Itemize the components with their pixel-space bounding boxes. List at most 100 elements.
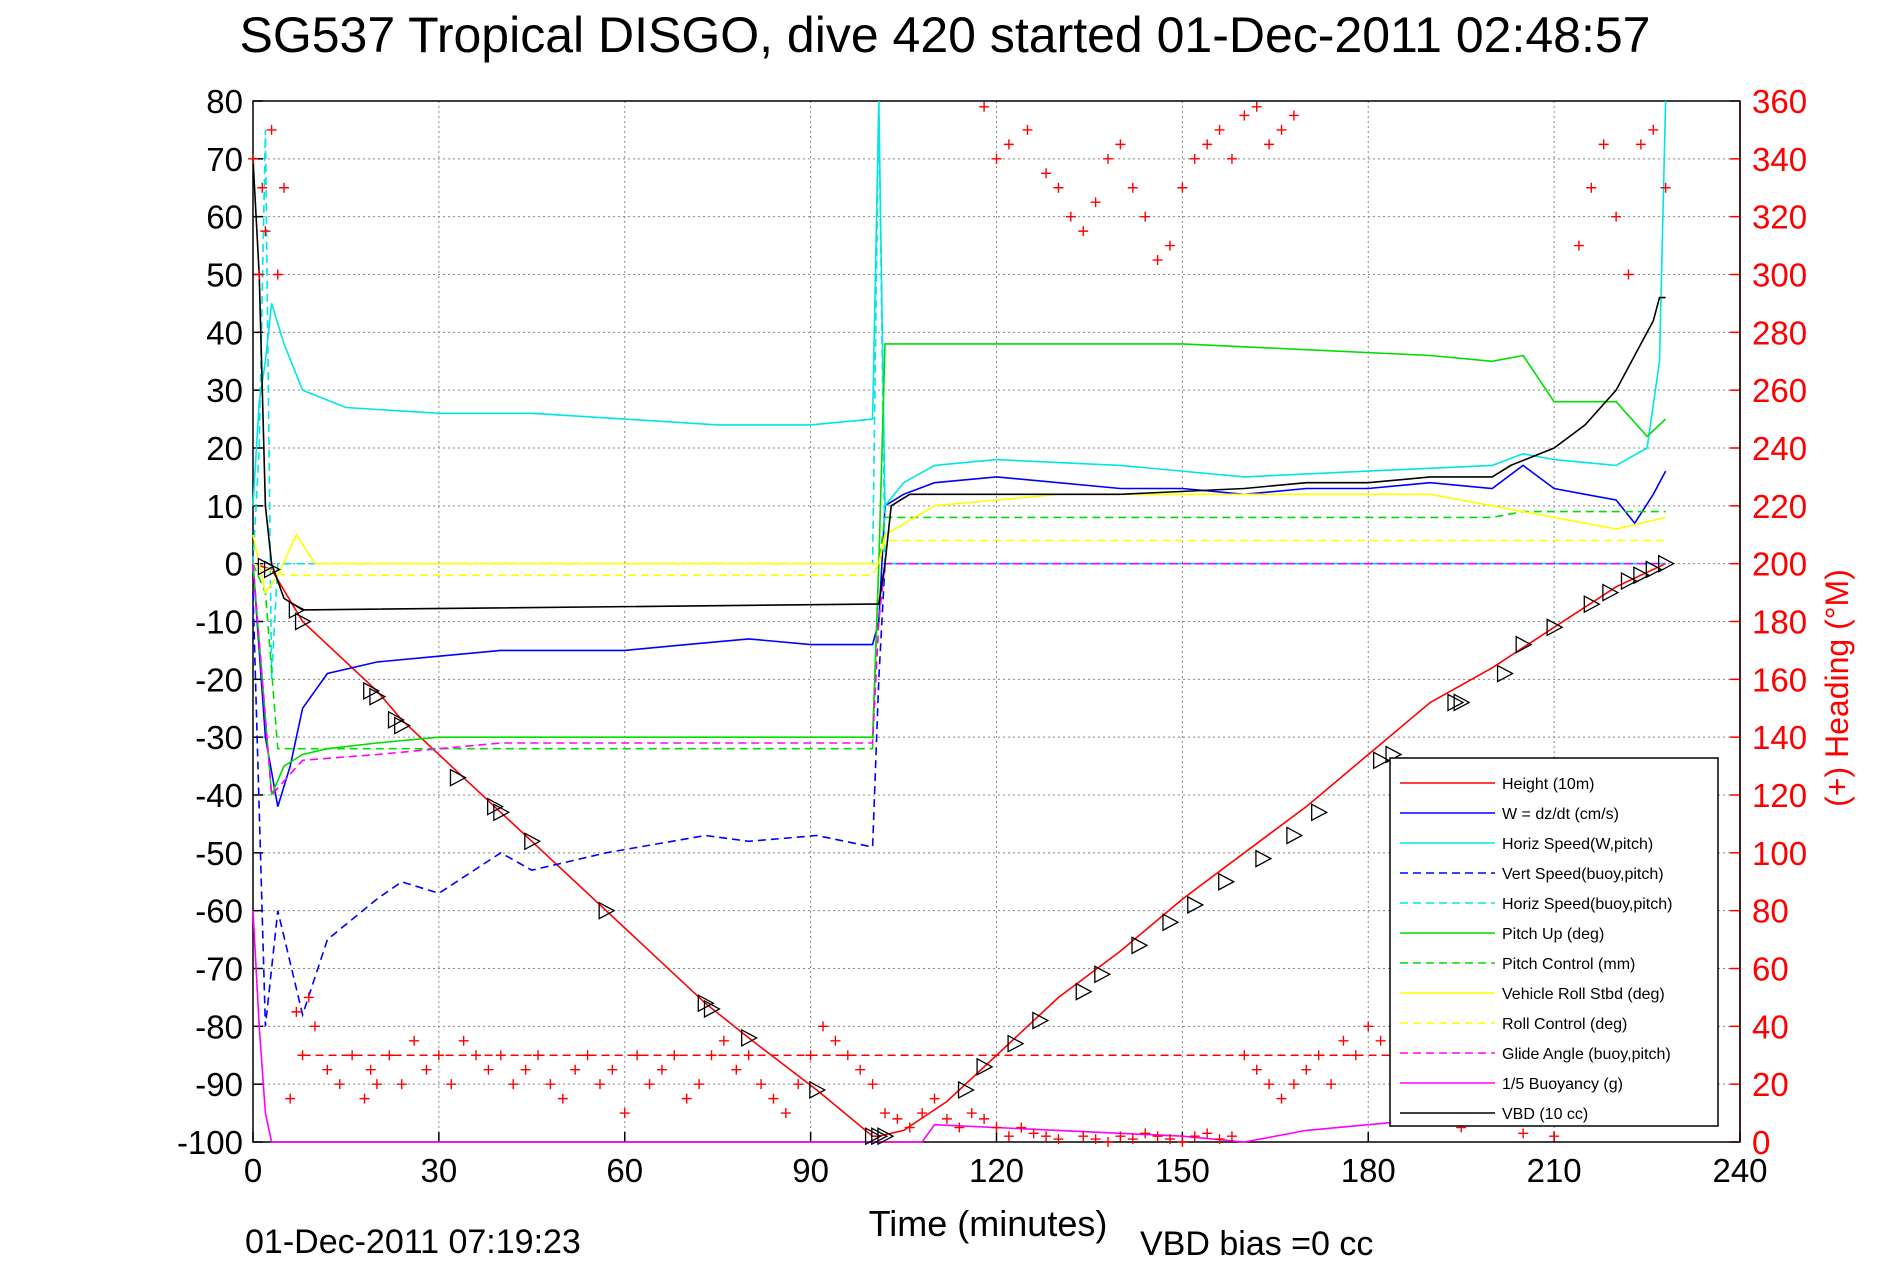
heading-point — [347, 1050, 358, 1061]
right-tick-label: 280 — [1752, 314, 1807, 351]
heading-point — [1598, 139, 1609, 150]
legend-label: W = dz/dt (cm/s) — [1502, 806, 1619, 823]
right-tick-label: 300 — [1752, 257, 1807, 294]
right-tick-label: 120 — [1752, 777, 1807, 814]
depth-marker — [1187, 895, 1205, 914]
heading-point — [879, 1108, 890, 1119]
heading-point — [644, 1079, 655, 1090]
depth-marker — [809, 1080, 827, 1100]
heading-point — [1586, 182, 1597, 193]
depth-marker — [387, 710, 405, 729]
heading-point — [731, 1064, 742, 1075]
heading-point — [1363, 1021, 1374, 1032]
right-tick-label: 260 — [1752, 372, 1807, 409]
series-layer — [252, 100, 1667, 1143]
heading-point — [904, 1122, 915, 1133]
depth-marker — [741, 1028, 759, 1047]
heading-point — [1140, 1128, 1151, 1139]
heading-point — [818, 1021, 829, 1032]
depth-marker — [1162, 913, 1180, 932]
heading-point — [1338, 1035, 1349, 1046]
legend-label: Glide Angle (buoy,pitch) — [1502, 1046, 1671, 1063]
depth-marker — [486, 797, 505, 816]
depth-marker — [877, 1127, 895, 1146]
heading-point — [743, 1050, 754, 1061]
heading-point — [1251, 101, 1262, 112]
series-line — [252, 343, 1667, 796]
heading-point — [855, 1064, 866, 1075]
depth-marker — [369, 687, 387, 706]
heading-point — [892, 1113, 903, 1124]
heading-point — [1660, 182, 1671, 193]
depth-marker — [1255, 849, 1273, 868]
heading-point — [607, 1064, 618, 1075]
right-tick-label: 20 — [1752, 1066, 1789, 1103]
heading-point — [966, 1108, 977, 1119]
heading-point — [303, 992, 314, 1003]
depth-marker — [1583, 595, 1601, 614]
heading-point — [557, 1093, 568, 1104]
heading-point — [291, 1006, 302, 1017]
left-tick-label: -10 — [195, 604, 243, 641]
heading-point — [285, 1093, 296, 1104]
chart-title: SG537 Tropical DISGO, dive 420 started 0… — [240, 7, 1651, 63]
heading-point — [384, 1050, 395, 1061]
depth-marker — [1620, 571, 1638, 591]
heading-point — [1127, 1134, 1138, 1145]
series-line — [252, 539, 1666, 577]
heading-point — [1016, 1122, 1027, 1133]
heading-point — [1611, 211, 1622, 222]
heading-point — [1202, 1128, 1213, 1139]
legend-label: Roll Control (deg) — [1502, 1016, 1627, 1033]
heading-point — [1152, 255, 1163, 266]
heading-point — [1214, 124, 1225, 135]
right-axis-label: (+) Heading (°M) — [1819, 569, 1855, 807]
heading-point — [1189, 1131, 1200, 1142]
series-line — [252, 493, 1666, 595]
heading-point — [1127, 182, 1138, 193]
left-tick-label: 60 — [206, 199, 243, 236]
heading-point — [1177, 1137, 1188, 1147]
heading-point — [545, 1079, 556, 1090]
heading-point — [278, 182, 289, 193]
heading-point — [1103, 153, 1114, 164]
depth-marker — [1007, 1034, 1025, 1053]
heading-point — [421, 1064, 432, 1075]
legend-label: Height (10m) — [1502, 776, 1594, 793]
heading-point — [1623, 269, 1634, 280]
heading-point — [991, 153, 1002, 164]
depth-marker — [976, 1057, 994, 1076]
heading-point — [1003, 1131, 1014, 1142]
plot-area — [248, 100, 1741, 1147]
heading-point — [1003, 139, 1014, 150]
heading-point — [433, 1050, 444, 1061]
heading-point — [594, 1079, 605, 1090]
left-tick-label: -100 — [177, 1124, 243, 1161]
heading-point — [446, 1079, 457, 1090]
left-tick-label: 40 — [206, 314, 243, 351]
heading-point — [718, 1035, 729, 1046]
heading-point — [1164, 240, 1175, 251]
heading-point — [1053, 1134, 1064, 1145]
heading-point — [1635, 139, 1646, 150]
right-tick-label: 140 — [1752, 719, 1807, 756]
heading-point — [272, 269, 283, 280]
depth-marker — [294, 612, 312, 631]
left-axis: -100-90-80-70-60-50-40-30-20-10010203040… — [177, 83, 263, 1161]
heading-point — [520, 1064, 531, 1075]
depth-marker — [1032, 1011, 1050, 1030]
heading-point — [1090, 1134, 1101, 1145]
heading-point — [979, 1113, 990, 1124]
heading-point — [1177, 182, 1188, 193]
right-tick-label: 340 — [1752, 141, 1807, 178]
heading-point — [1090, 197, 1101, 208]
depth-marker — [1546, 618, 1564, 637]
heading-point — [1288, 110, 1299, 121]
heading-point — [322, 1064, 333, 1075]
heading-point — [979, 101, 990, 112]
legend-label: Vehicle Roll Stbd (deg) — [1502, 986, 1665, 1003]
legend: Height (10m) W = dz/dt (cm/s) Horiz Speed(… — [1389, 757, 1719, 1127]
depth-marker — [1075, 982, 1093, 1001]
heading-point — [681, 1093, 692, 1104]
